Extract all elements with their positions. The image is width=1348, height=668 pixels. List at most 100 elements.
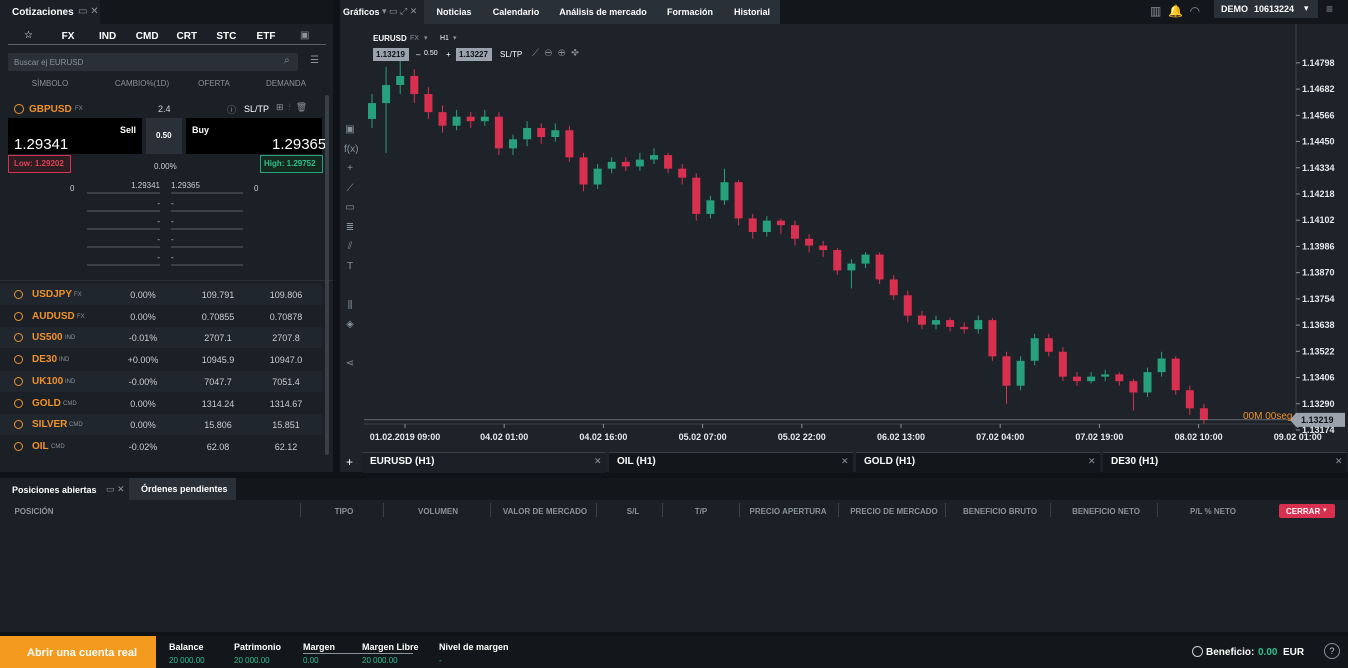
positions-icons[interactable]: ▭ ✕ xyxy=(106,484,125,494)
info-icon[interactable] xyxy=(14,355,23,365)
account-box[interactable] xyxy=(1214,0,1318,18)
quotes-title-tab[interactable] xyxy=(0,0,100,24)
symbol-caret[interactable]: ▾ xyxy=(424,35,428,42)
quote-row[interactable] xyxy=(0,349,322,371)
quote-type: IND xyxy=(59,357,70,364)
chart-tab-label: GOLD (H1) xyxy=(864,456,916,467)
quote-tab[interactable]: STC xyxy=(216,31,237,42)
close-caret[interactable]: ▾ xyxy=(1323,507,1327,514)
quote-change: 0.00% xyxy=(130,290,156,300)
x-tick-label: 09.02 01:00 xyxy=(1274,432,1322,442)
panel-icons[interactable]: ▭ ✕ xyxy=(78,6,99,17)
quote-tab[interactable]: CRT xyxy=(176,31,198,42)
quote-tab[interactable]: IND xyxy=(98,31,117,42)
quote-row[interactable] xyxy=(0,370,322,392)
quote-tab[interactable]: ETF xyxy=(256,31,276,42)
chart-tab[interactable] xyxy=(856,452,1100,473)
spread-plus[interactable]: + xyxy=(446,50,451,59)
chart-timeframe[interactable]: H1 xyxy=(440,35,449,42)
position-column: VOLUMEN xyxy=(418,507,458,516)
chart-symbol[interactable]: EURUSD xyxy=(373,34,407,43)
quote-row[interactable] xyxy=(0,284,322,305)
quote-row[interactable] xyxy=(0,435,322,457)
position-column: VALOR DE MERCADO xyxy=(502,507,588,516)
nav-tab[interactable]: Análisis de mercado xyxy=(559,7,647,17)
quote-bid: 2707.1 xyxy=(204,333,232,344)
y-tick-label: 1.13522 xyxy=(1302,346,1335,356)
info-icon[interactable] xyxy=(14,420,23,430)
menu-icon[interactable]: ≡ xyxy=(1326,2,1334,16)
cart-icon[interactable]: ▣ xyxy=(300,30,310,41)
stat-label: Margen Libre xyxy=(362,642,419,652)
quote-tab[interactable]: FX xyxy=(61,31,75,42)
add-chart[interactable]: + xyxy=(346,455,354,469)
depth-bid: - xyxy=(157,199,160,208)
info-icon[interactable] xyxy=(14,290,23,299)
charts-menu-tab[interactable] xyxy=(340,0,424,24)
charts-menu-icons[interactable]: ▾ ▭ ⤢ ✕ xyxy=(382,6,418,16)
favorites-tab[interactable]: ☆ xyxy=(24,30,33,41)
chart-tab[interactable] xyxy=(1103,452,1347,473)
info-icon[interactable] xyxy=(14,333,23,343)
cta-button[interactable] xyxy=(0,636,156,668)
scrollbar[interactable] xyxy=(325,95,329,455)
spread-minus[interactable]: – xyxy=(416,50,421,59)
position-column: T/P xyxy=(694,507,708,516)
chart-sltp[interactable]: SL/TP xyxy=(500,50,523,59)
positions-tab-active[interactable] xyxy=(0,478,129,500)
ask-box[interactable] xyxy=(456,48,492,61)
buy-button[interactable] xyxy=(186,118,322,154)
quote-row[interactable] xyxy=(0,414,322,436)
nav-tab[interactable]: Formación xyxy=(666,7,714,17)
quote-row[interactable] xyxy=(0,327,322,349)
chart-tab-label: OIL (H1) xyxy=(617,456,656,467)
quote-change: -0.00% xyxy=(128,376,158,387)
close-button[interactable] xyxy=(1279,504,1335,518)
info-icon[interactable] xyxy=(14,311,23,321)
info-icon[interactable] xyxy=(14,104,24,114)
chart-tab[interactable] xyxy=(609,452,853,473)
help-button[interactable]: ? xyxy=(1324,643,1340,659)
quote-change: -0.02% xyxy=(128,441,158,452)
x-tick-label: 07.02 19:00 xyxy=(1075,432,1123,442)
info-icon[interactable] xyxy=(14,376,23,386)
quote-tab[interactable]: CMD xyxy=(135,31,159,42)
candle-body xyxy=(509,139,517,149)
info-icon[interactable] xyxy=(14,398,23,408)
chart-tab-close[interactable]: ✕ xyxy=(594,456,602,466)
quote-row[interactable] xyxy=(0,305,322,327)
icons-row[interactable]: ⊞ ⫶ 🗑 xyxy=(276,102,308,112)
nav-tab[interactable]: Noticias xyxy=(436,7,472,17)
search-box[interactable] xyxy=(8,53,298,71)
orders-tab-bg[interactable] xyxy=(129,478,236,500)
chart-tab-close[interactable]: ✕ xyxy=(841,456,849,466)
depth-bid: - xyxy=(157,235,160,244)
candle-body xyxy=(1030,338,1039,361)
chart-toolbar-icons[interactable]: ⟋ ⊖ ⊕ ✥ xyxy=(532,48,580,59)
nav-tab[interactable]: Historial xyxy=(733,7,771,17)
account-caret[interactable]: ▾ xyxy=(1304,3,1309,13)
chart-tab-close[interactable]: ✕ xyxy=(1335,456,1343,466)
chart-tab[interactable] xyxy=(362,452,606,473)
quote-type: CMD xyxy=(69,422,83,429)
bid-box[interactable] xyxy=(373,48,409,61)
sltp-button[interactable]: SL/TP xyxy=(244,104,270,114)
info-icon[interactable] xyxy=(14,441,23,451)
timeframe-caret[interactable]: ▾ xyxy=(453,35,457,42)
y-tick-label: 1.13406 xyxy=(1302,373,1335,383)
search-icon[interactable]: ⌕ xyxy=(284,55,290,66)
positions-tab[interactable]: Posiciones abiertas xyxy=(12,485,97,495)
header-icons[interactable]: ▥ 🔔 ◠ xyxy=(1150,4,1201,18)
icon-info[interactable]: ⓘ xyxy=(227,105,237,115)
candle-body xyxy=(537,127,546,138)
nav-tab[interactable]: Calendario xyxy=(492,7,540,17)
chart-tools[interactable]: ▣ f(x) + ⟋ ▭ ≣ ⫽ T ⫼ ◈ ⋖ xyxy=(344,124,359,369)
depth-line xyxy=(87,264,160,266)
candle-body xyxy=(1129,381,1138,393)
sell-button[interactable] xyxy=(8,118,142,154)
layout-icon[interactable]: ☰ xyxy=(310,55,319,66)
depth-left: 0 xyxy=(70,184,75,193)
orders-tab[interactable]: Órdenes pendientes xyxy=(141,484,228,494)
chart-tab-close[interactable]: ✕ xyxy=(1088,456,1096,466)
quote-row[interactable] xyxy=(0,392,322,414)
